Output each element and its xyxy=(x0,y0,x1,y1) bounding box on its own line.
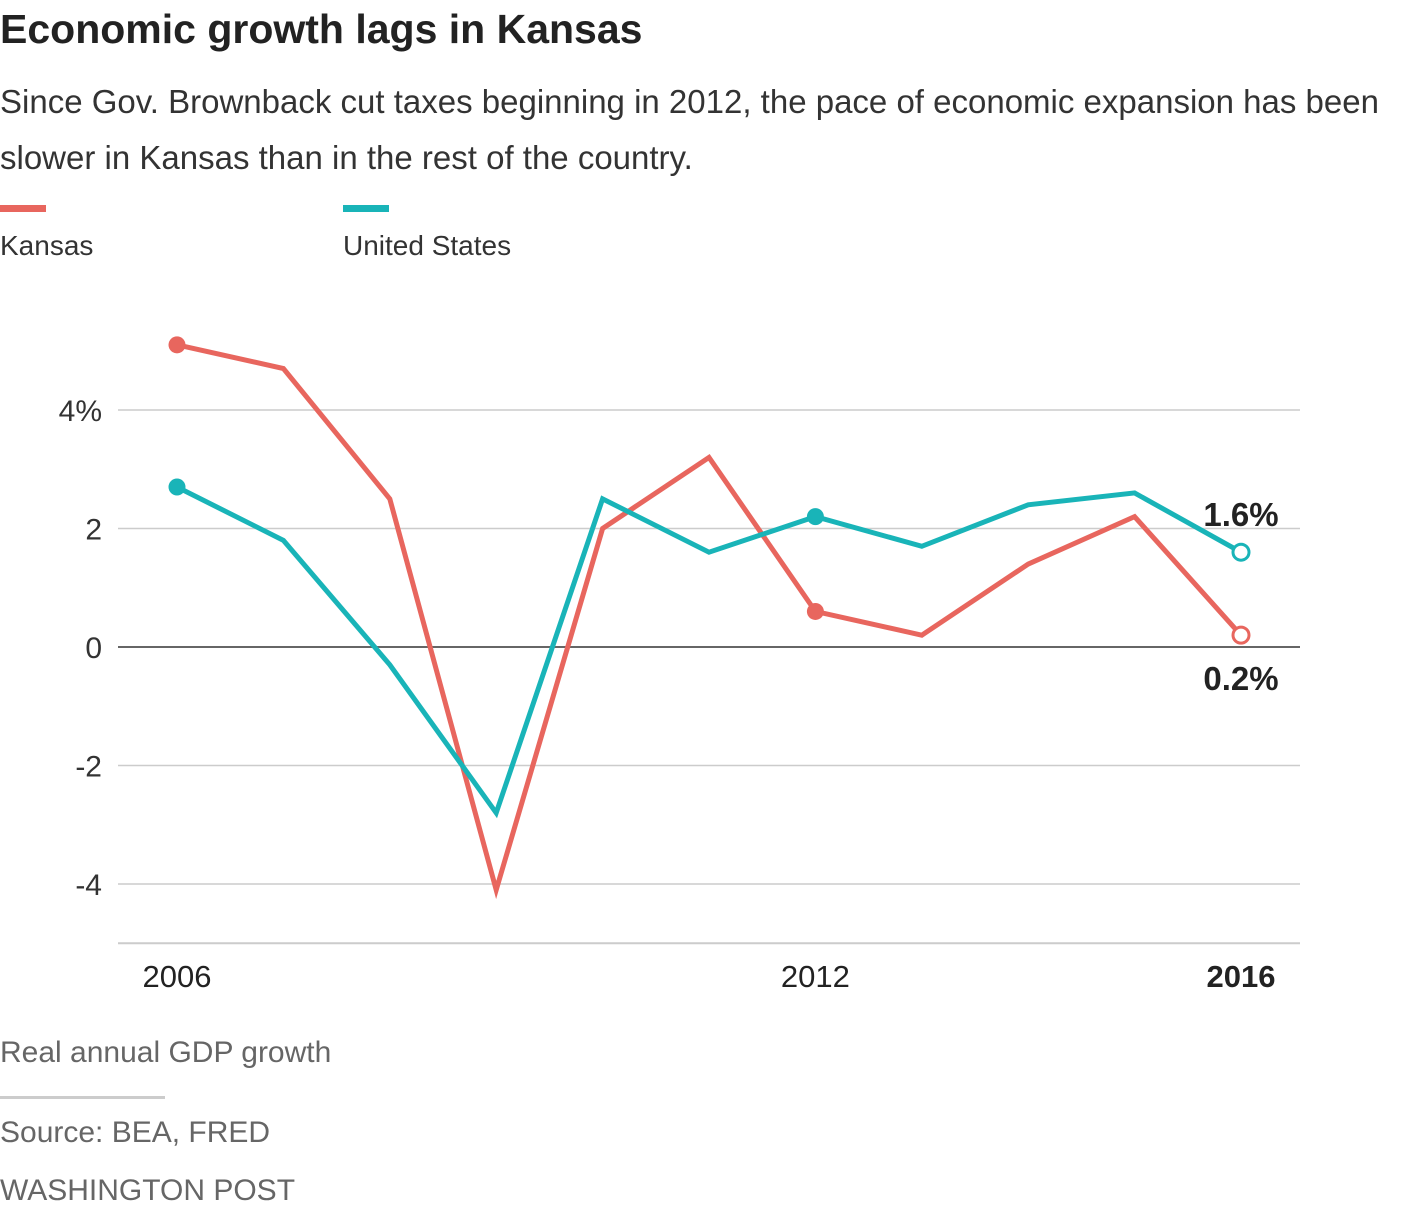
data-point xyxy=(806,602,824,620)
chart-title: Economic growth lags in Kansas xyxy=(0,6,643,52)
divider xyxy=(0,1096,165,1099)
chart-note: Real annual GDP growth xyxy=(0,1036,332,1069)
data-point xyxy=(1231,542,1251,562)
credit: WASHINGTON POST xyxy=(0,1174,296,1207)
end-label: 1.6% xyxy=(1203,496,1278,533)
y-tick-label: 0 xyxy=(85,632,102,665)
data-point xyxy=(806,508,824,526)
x-tick-label: 2016 xyxy=(1207,959,1276,994)
y-tick-label: 2 xyxy=(85,514,102,547)
legend-label-us: United States xyxy=(343,230,512,261)
series-line-kansas xyxy=(176,342,1243,900)
legend-label-kansas: Kansas xyxy=(0,230,94,261)
y-tick-label: -4 xyxy=(75,869,102,902)
chart-subtitle: Since Gov. Brownback cut taxes beginning… xyxy=(0,83,1379,176)
data-point xyxy=(168,478,186,496)
x-tick-label: 2006 xyxy=(143,959,212,994)
end-label: 0.2% xyxy=(1203,660,1278,697)
data-point xyxy=(1231,625,1251,645)
y-tick-label: 4% xyxy=(59,395,102,428)
data-point xyxy=(168,336,186,354)
line-chart: 4% 2 0 -2 -4 2006 2012 2016 0.2% 1.6% xyxy=(59,336,1300,994)
legend-swatch-kansas xyxy=(0,205,46,212)
source: Source: BEA, FRED xyxy=(0,1116,271,1149)
y-tick-label: -2 xyxy=(75,751,102,784)
series-line-us xyxy=(175,484,1243,819)
x-tick-label: 2012 xyxy=(781,959,850,994)
legend-swatch-us xyxy=(343,205,389,212)
